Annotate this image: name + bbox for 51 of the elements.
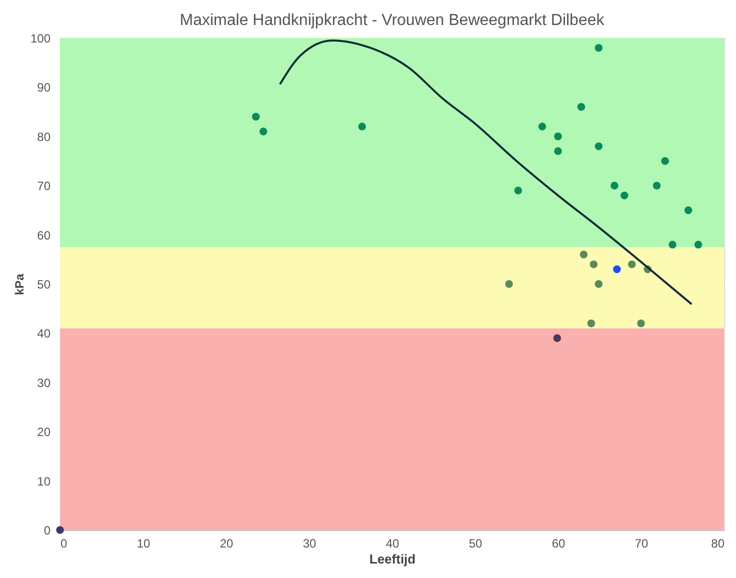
point: [56, 526, 64, 534]
point: [594, 280, 603, 288]
point: [252, 112, 260, 121]
point: [668, 240, 676, 249]
point: [514, 186, 522, 194]
y-tick-label: 80: [37, 130, 51, 144]
point: [620, 192, 628, 200]
point: [505, 280, 513, 288]
y-tick-label: 40: [37, 326, 51, 341]
x-tick-label: 80: [711, 536, 725, 550]
x-tick-label: 10: [136, 536, 150, 550]
point: [637, 319, 645, 328]
y-tick-label: 60: [37, 228, 51, 242]
point: [590, 260, 598, 268]
y-tick-label: 100: [30, 32, 51, 46]
y-tick-label: 10: [37, 474, 51, 488]
point: [661, 157, 669, 165]
point: [594, 142, 603, 150]
point: [538, 122, 546, 130]
y-tick-label: 0: [44, 524, 51, 538]
x-tick-label: 70: [634, 536, 648, 550]
point: [580, 250, 588, 258]
x-tick-label: 20: [220, 536, 234, 550]
point: [554, 132, 562, 140]
point: [358, 122, 366, 130]
point: [694, 240, 702, 249]
line-series: [278, 39, 693, 306]
chart-title: Maximale Handknijpkracht - Vrouwen Beweegmarkt Dilbeek: [180, 12, 606, 29]
x-tick-label: 30: [302, 536, 316, 550]
point: [587, 319, 596, 328]
point: [553, 334, 562, 342]
point: [577, 103, 586, 111]
x-tick-label: 60: [552, 536, 566, 550]
point: [554, 147, 562, 156]
point: [594, 44, 603, 52]
x-tick-label: 40: [386, 536, 400, 550]
x-axis-title: Leeftijd: [369, 552, 416, 566]
y-tick-label: 20: [37, 425, 51, 440]
y-axis-title: kPa: [12, 274, 26, 296]
point: [684, 206, 692, 214]
y-tick-label: 70: [37, 179, 51, 194]
x-tick-label: 50: [468, 536, 482, 550]
point: [259, 128, 268, 136]
point: [613, 265, 621, 274]
x-tick-label: 0: [60, 536, 68, 550]
y-tick-label: 30: [37, 376, 51, 390]
y-tick-label: 50: [37, 278, 51, 292]
point: [652, 182, 661, 190]
y-tick-label: 90: [37, 80, 51, 95]
point: [610, 182, 618, 190]
point: [628, 260, 636, 268]
